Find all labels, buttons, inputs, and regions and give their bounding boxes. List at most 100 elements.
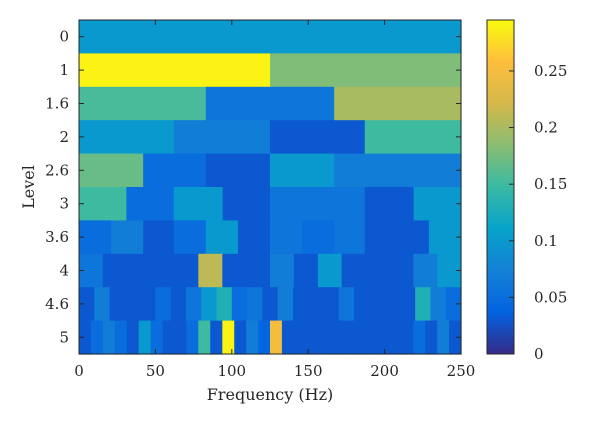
heatmap-cell: [186, 320, 199, 355]
heatmap-cell: [341, 320, 355, 355]
heatmap-cell: [173, 120, 271, 155]
y-tick-label: 2.6: [45, 161, 69, 179]
heatmap-cell: [79, 320, 92, 355]
heatmap-cell: [425, 320, 438, 355]
heatmap-cell: [79, 153, 144, 188]
heatmap-cell: [354, 287, 370, 322]
heatmap-cell: [377, 320, 390, 355]
heatmap-cell: [329, 320, 343, 355]
heatmap-cell: [399, 287, 416, 322]
heatmap-cell: [234, 320, 247, 355]
heatmap-cells: [79, 20, 462, 355]
heatmap-cell: [396, 220, 430, 255]
heatmap-cell: [270, 120, 366, 155]
heatmap-cell: [365, 320, 379, 355]
y-tick-label: 0: [59, 28, 69, 46]
heatmap-cell: [155, 287, 172, 322]
heatmap-cell: [126, 253, 152, 288]
heatmap-cell: [198, 253, 223, 288]
x-axis: 0 50 100 150 200 250: [74, 20, 475, 380]
heatmap-cell: [384, 287, 401, 322]
heatmap-cell: [79, 287, 95, 322]
heatmap-cell: [365, 253, 390, 288]
colorbar-frame: [486, 19, 515, 355]
heatmap-cell: [231, 287, 248, 322]
heatmap-cell: [396, 153, 462, 188]
colorbar-tick-label: 0: [534, 345, 544, 363]
y-axis-label: Level: [19, 165, 38, 209]
heatmap-cell: [364, 187, 415, 221]
heatmap-cell: [445, 287, 462, 322]
heatmap-cell: [185, 287, 202, 322]
heatmap-cell: [173, 187, 224, 221]
heatmap-cell: [334, 220, 366, 255]
heatmap-cell: [293, 253, 319, 288]
heatmap-cell: [173, 220, 207, 255]
heatmap-cell: [317, 253, 343, 288]
heatmap-cell: [292, 287, 309, 322]
heatmap-cell: [401, 320, 414, 355]
x-tick-label: 200: [370, 362, 399, 380]
heatmap-cell: [174, 253, 199, 288]
y-tick-label: 1: [59, 61, 69, 79]
heatmap-cell: [90, 320, 104, 355]
y-axis: 0 1 1.6 2 2.6 3 3.6 4 4.6 5: [45, 28, 461, 346]
heatmap-cell: [317, 187, 366, 221]
heatmap-cell: [138, 320, 152, 355]
x-tick-label: 50: [146, 362, 165, 380]
colorbar-axis: 0 0.05 0.1 0.15 0.2 0.25: [509, 62, 567, 363]
heatmap-cell: [162, 320, 176, 355]
heatmap-cell: [341, 253, 367, 288]
heatmap-cell: [270, 153, 335, 188]
heatmap-cell: [246, 253, 271, 288]
heatmap-cell: [430, 287, 447, 322]
heatmap-cell: [143, 220, 175, 255]
heatmap-cell: [369, 287, 386, 322]
heatmap-cell: [170, 287, 187, 322]
heatmap-cell: [258, 320, 271, 355]
heatmap-cell: [102, 253, 128, 288]
heatmap-cell: [317, 320, 331, 355]
plot-frame: [78, 19, 462, 355]
y-tick-label: 4.6: [45, 295, 69, 313]
heatmap-cell: [389, 253, 414, 288]
heatmap-cell: [270, 253, 295, 288]
heatmap-cell: [124, 287, 141, 322]
heatmap-cell: [205, 153, 271, 188]
heatmap-cell: [305, 320, 319, 355]
heatmap-cell: [277, 287, 294, 322]
heatmap-cell: [293, 320, 307, 355]
x-axis-label: Frequency (Hz): [207, 385, 334, 404]
heatmap-cell: [270, 187, 318, 221]
y-tick-label: 3.6: [45, 228, 69, 246]
y-tick-label: 5: [59, 328, 69, 346]
heatmap-cell: [270, 53, 462, 88]
heatmap-cell: [205, 220, 239, 255]
heatmap-cell: [449, 320, 462, 355]
heatmap-cell: [79, 120, 175, 155]
heatmap-cell: [353, 320, 367, 355]
heatmap-cell: [140, 287, 156, 322]
heatmap-cell: [413, 253, 438, 288]
heatmap-cell: [323, 287, 340, 322]
heatmap-cell: [205, 86, 335, 121]
heatmap-cell: [102, 320, 116, 355]
heatmap-cell: [216, 287, 233, 322]
heatmap-cell: [413, 187, 462, 221]
heatmap-cell: [201, 287, 218, 322]
x-tick-label: 100: [217, 362, 246, 380]
heatmap-cell: [174, 320, 188, 355]
heatmap-cell: [109, 287, 126, 322]
heatmap-cell: [111, 220, 144, 255]
colorbar-tick-label: 0.25: [534, 62, 567, 80]
heatmap-cell: [79, 220, 112, 255]
colorbar-tick-label: 0.1: [534, 232, 558, 250]
heatmap-cell: [94, 287, 111, 322]
heatmap-cell: [270, 320, 283, 355]
heatmap-cell: [364, 120, 462, 155]
heatmap-cell: [114, 320, 128, 355]
heatmap-cell: [79, 86, 207, 121]
heatmap-cell: [415, 287, 432, 322]
heatmap-cell: [308, 287, 325, 322]
